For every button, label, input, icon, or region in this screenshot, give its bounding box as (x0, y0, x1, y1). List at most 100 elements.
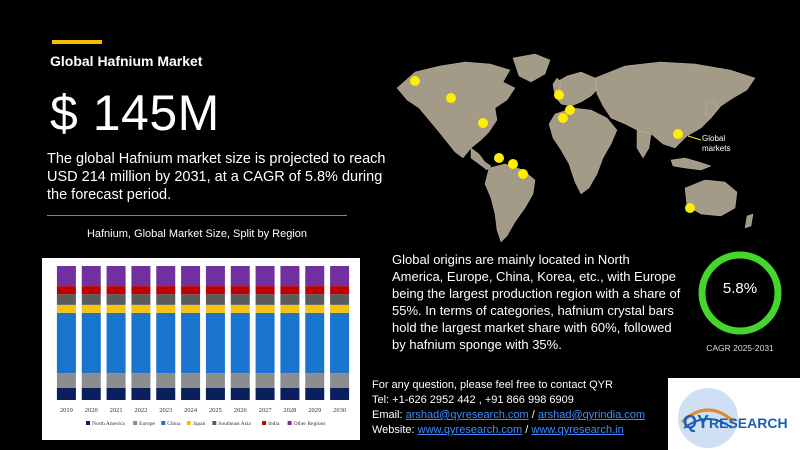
marker-north-america-west (410, 76, 420, 86)
email-separator: / (528, 409, 538, 421)
legend-label: China (167, 421, 181, 427)
bar-segment-2029-north-america (305, 387, 325, 400)
new-zealand-shape (744, 213, 754, 229)
legend-label: Europe (139, 421, 155, 427)
world-map (396, 53, 756, 243)
page-title: Global Hafnium Market (50, 53, 203, 69)
bar-segment-2023-north-america (156, 387, 176, 400)
x-tick-label: 2021 (110, 407, 123, 414)
marker-north-america-central (446, 93, 456, 103)
marker-north-america-east (478, 118, 488, 128)
legend-swatch (262, 421, 267, 425)
logo-wordmark: QYRESEARCH (683, 412, 788, 433)
bar-segment-2026-india (230, 286, 250, 295)
legend-label: Other Regions (294, 421, 326, 427)
bar-segment-2020-southeast-asia (81, 294, 101, 305)
bar-segment-2029-other-regions (305, 266, 325, 287)
bar-segment-2019-other-regions (56, 266, 76, 287)
bar-segment-2030-north-america (330, 387, 350, 400)
bar-segment-2027-southeast-asia (255, 294, 275, 305)
marker-europe-south (558, 113, 568, 123)
bar-segment-2021-india (106, 286, 126, 295)
bar-segment-2028-europe (280, 373, 300, 388)
bar-segment-2020-india (81, 286, 101, 295)
bar-segment-2026-china (230, 312, 250, 374)
bar-segment-2027-japan (255, 304, 275, 313)
bar-segment-2030-europe (330, 373, 350, 388)
bar-segment-2021-japan (106, 304, 126, 313)
stacked-bar-chart: 2019 2020 2021 2022 2023 2024 2025 2026 2027 2028… (56, 266, 350, 427)
x-tick-label: 2029 (308, 407, 321, 414)
bar-segment-2029-southeast-asia (305, 294, 325, 305)
bar-segment-2019-india (56, 286, 76, 295)
bar-segment-2027-europe (255, 373, 275, 388)
bar-segment-2019-europe (56, 373, 76, 388)
market-size-value: $ 145M (50, 85, 220, 141)
bar-segment-2029-china (305, 312, 325, 374)
marker-australia (685, 203, 695, 213)
bar-segment-2028-japan (280, 304, 300, 313)
bar-segment-2022-europe (131, 373, 151, 388)
email-link-2[interactable]: arshad@qyrindia.com (537, 409, 646, 421)
north-america-shape (396, 61, 516, 159)
x-tick-label: 2026 (234, 407, 248, 414)
x-tick-label: 2028 (283, 407, 296, 414)
indonesia-shape (670, 157, 712, 171)
bar-segment-2023-india (156, 286, 176, 295)
cagr-value: 5.8% (722, 280, 758, 297)
greenland-shape (512, 53, 551, 83)
logo-q: QY (683, 412, 710, 432)
legend-swatch (86, 421, 90, 425)
bar-segment-2026-north-america (230, 387, 250, 400)
email-link-1[interactable]: arshad@qyresearch.com (405, 409, 529, 421)
bar-segment-2030-other-regions (330, 266, 350, 287)
bar-segment-2022-india (131, 286, 151, 295)
bar-segment-2028-north-america (280, 387, 300, 400)
website-separator: / (522, 424, 532, 436)
europe-shape (552, 71, 600, 107)
legend-label: Japan (193, 421, 206, 427)
cagr-donut (698, 251, 782, 335)
global-markets-label: Global markets (702, 134, 730, 154)
legend-label: Southeast Asia (218, 421, 251, 427)
bar-segment-2027-other-regions (255, 266, 275, 287)
legend-swatch (212, 421, 217, 425)
bar-segment-2021-southeast-asia (106, 294, 126, 305)
bar-segment-2025-other-regions (205, 266, 225, 287)
legend-swatch (186, 421, 191, 425)
legend-label: India (268, 421, 280, 427)
bar-segment-2020-other-regions (81, 266, 101, 287)
website-link-2[interactable]: www.qyresearch.in (531, 424, 624, 436)
bar-segment-2024-europe (181, 373, 201, 388)
qyresearch-logo (668, 378, 800, 450)
marker-south-america-north (508, 159, 518, 169)
bar-segment-2025-europe (205, 373, 225, 388)
chart-panel: 2019 2020 2021 2022 2023 2024 2025 2026 2027 2028… (42, 258, 360, 440)
bar-segment-2020-china (81, 312, 101, 374)
bar-segment-2029-india (305, 286, 325, 295)
bar-segment-2024-north-america (181, 387, 201, 400)
bar-segment-2024-india (181, 286, 201, 295)
cagr-label: CAGR 2025-2031 (706, 343, 774, 353)
bar-segment-2019-north-america (56, 387, 76, 400)
x-tick-label: 2025 (209, 407, 222, 414)
bar-segment-2025-china (205, 312, 225, 374)
marker-europe-central (565, 105, 575, 115)
marker-south-america-east (518, 169, 528, 179)
bar-segment-2021-europe (106, 373, 126, 388)
x-tick-label: 2019 (60, 407, 73, 414)
bar-segment-2030-southeast-asia (330, 294, 350, 305)
x-tick-label: 2030 (333, 407, 346, 414)
uk-shape (552, 77, 562, 91)
bar-segment-2022-southeast-asia (131, 294, 151, 305)
bar-segment-2023-southeast-asia (156, 294, 176, 305)
bar-segment-2028-other-regions (280, 266, 300, 287)
bar-segment-2025-japan (205, 304, 225, 313)
market-markers (410, 76, 695, 213)
bar-segment-2026-southeast-asia (230, 294, 250, 305)
website-link-1[interactable]: www.qyresearch.com (417, 424, 523, 436)
bar-segment-2020-north-america (81, 387, 101, 400)
bar-segment-2027-north-america (255, 387, 275, 400)
email-prefix: Email: (372, 409, 406, 421)
bar-segment-2030-india (330, 286, 350, 295)
